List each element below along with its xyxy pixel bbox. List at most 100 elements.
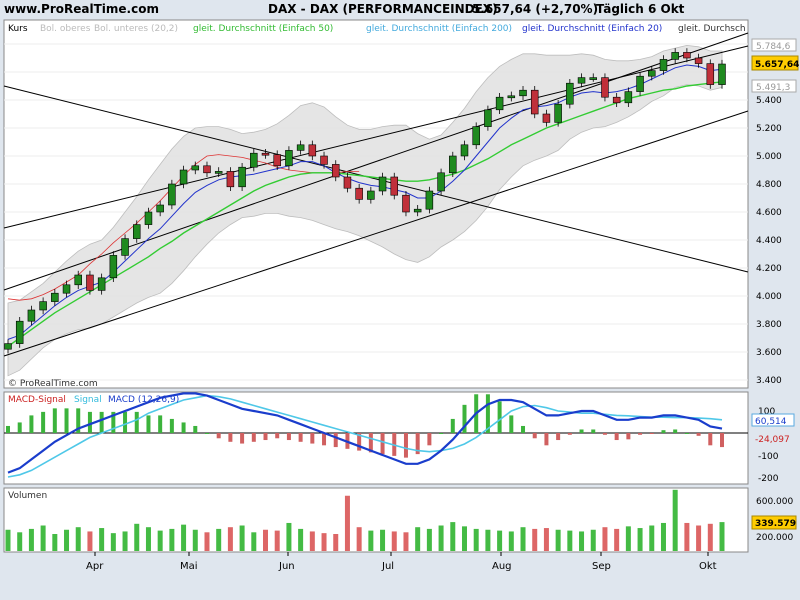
frequency: Täglich 6 Okt xyxy=(596,2,685,16)
macd-histogram-bar xyxy=(333,433,338,448)
xtick: Aug xyxy=(492,561,512,572)
volume-bar xyxy=(169,528,175,551)
macd-histogram-bar xyxy=(357,433,362,451)
macd-histogram-bar xyxy=(509,415,514,433)
candle xyxy=(390,176,399,196)
value-label-lower: 5.491,3 xyxy=(756,83,790,93)
volume-bar xyxy=(251,532,257,551)
ytick-macd: 100 xyxy=(758,407,775,417)
volume-bar xyxy=(309,531,315,551)
candle xyxy=(15,320,24,344)
macd-histogram-bar xyxy=(661,430,666,433)
volume-bar xyxy=(461,526,467,551)
volume-bar xyxy=(145,527,151,551)
volume-bar xyxy=(415,527,421,551)
volume-bar xyxy=(567,530,573,551)
candle xyxy=(156,204,164,213)
candle xyxy=(273,154,281,167)
ytick-price: 4.000 xyxy=(756,292,782,302)
macd-histogram-bar xyxy=(52,408,57,433)
volume-bar xyxy=(333,534,339,551)
volume-bar xyxy=(602,527,608,551)
macd-histogram-bar xyxy=(684,433,689,434)
macd-histogram-bar xyxy=(497,401,502,433)
volume-bar xyxy=(555,529,561,551)
ytick-price: 4.800 xyxy=(756,180,782,190)
macd-histogram-bar xyxy=(720,433,724,448)
volume-bar xyxy=(17,532,23,551)
candle xyxy=(519,89,527,97)
macd-value: 60,514 xyxy=(755,417,787,427)
volume-bar xyxy=(227,527,233,551)
candle xyxy=(718,63,726,85)
candle xyxy=(285,150,293,167)
volume-bar xyxy=(579,531,585,551)
volume-bar xyxy=(216,528,222,551)
candle xyxy=(250,152,258,168)
macd-histogram-bar xyxy=(673,429,678,433)
candle xyxy=(132,224,141,239)
candle xyxy=(39,301,47,311)
volume-bar xyxy=(590,529,596,551)
candle xyxy=(86,274,94,291)
macd-histogram-bar xyxy=(626,433,631,440)
macd-histogram-bar xyxy=(204,433,209,434)
macd-histogram-bar xyxy=(298,433,303,442)
candle xyxy=(144,211,153,225)
candle xyxy=(296,144,305,151)
candle xyxy=(484,109,492,127)
macd-hist-value: -24,097 xyxy=(755,435,790,445)
macd-histogram-bar xyxy=(638,433,643,435)
volume-bar xyxy=(684,522,690,551)
copyright: © ProRealTime.com xyxy=(8,379,98,389)
candle xyxy=(472,126,480,146)
xtick: Sep xyxy=(592,561,611,572)
candle xyxy=(109,255,118,279)
candle xyxy=(507,95,516,99)
candle xyxy=(612,96,621,104)
candle xyxy=(191,165,200,171)
volume-bar xyxy=(368,530,374,551)
candle xyxy=(706,63,715,85)
site-url: www.ProRealTime.com xyxy=(4,2,159,16)
macd-histogram-bar xyxy=(134,411,139,433)
macd-histogram-bar xyxy=(427,433,432,446)
legend-macd-signal: MACD-Signal xyxy=(8,395,66,405)
candle xyxy=(367,190,375,200)
macd-histogram-bar xyxy=(579,429,584,433)
volume-bar xyxy=(87,531,93,551)
volume-bar xyxy=(157,530,163,551)
price-change: 5.657,64 (+2,70%) xyxy=(472,2,599,16)
volume-bar xyxy=(110,533,116,551)
candle xyxy=(659,59,668,71)
volume-bar xyxy=(40,525,46,551)
macd-histogram-bar xyxy=(216,433,221,439)
macd-histogram-bar xyxy=(544,433,549,446)
ma50-line xyxy=(7,81,723,347)
candle xyxy=(554,103,562,123)
candle xyxy=(97,277,106,291)
candle xyxy=(343,176,352,189)
candle xyxy=(168,183,176,206)
legend-bol-lower: Bol. unteres (20,2) xyxy=(94,24,178,34)
volume-bar xyxy=(649,525,655,551)
volume-bar xyxy=(403,532,409,551)
volume-bar xyxy=(637,528,643,551)
legend-ma50: gleit. Durchschnitt (Einfach 50) xyxy=(193,24,333,34)
macd-histogram-bar xyxy=(310,433,315,444)
trendline-lower xyxy=(3,110,749,357)
ytick-macd: -100 xyxy=(758,452,779,462)
macd-histogram-bar xyxy=(146,415,151,433)
candle xyxy=(402,194,410,213)
macd-panel xyxy=(3,391,749,485)
candle xyxy=(683,52,691,59)
ytick-price: 4.200 xyxy=(756,264,782,274)
candle xyxy=(51,292,59,302)
macd-histogram-bar xyxy=(87,411,92,433)
ytick-volume: 600.000 xyxy=(756,497,793,507)
legend-bol-upper: Bol. oberes xyxy=(40,24,91,34)
candle xyxy=(413,208,422,213)
volume-bar xyxy=(426,528,432,551)
macd-histogram-bar xyxy=(567,433,572,435)
candle xyxy=(425,190,434,210)
